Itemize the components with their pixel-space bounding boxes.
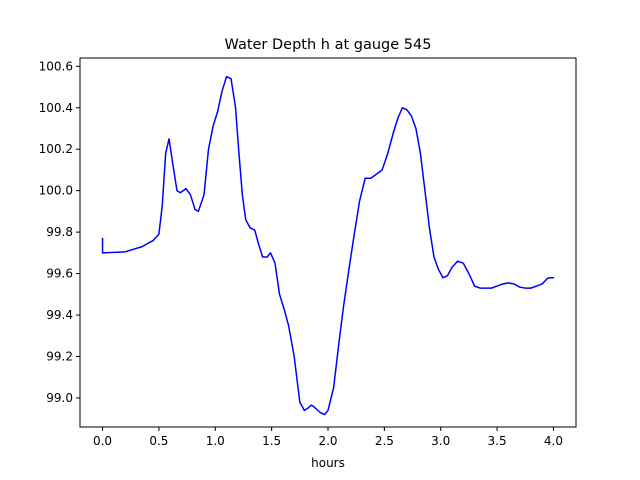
series-line [101,75,555,416]
y-tick-label: 100.2 [39,142,73,156]
x-tick-label: 3.5 [488,434,507,448]
y-tick-label: 99.0 [46,391,73,405]
y-tick-label: 99.8 [46,225,73,239]
y-tick-label: 99.6 [46,267,73,281]
x-tick-label: 0.0 [93,434,112,448]
x-tick-label: 2.5 [375,434,394,448]
x-tick-label: 3.0 [431,434,450,448]
y-tick-label: 100.0 [39,184,73,198]
y-axis: 99.0 99.2 99.4 99.6 99.8 100.0 100.2 100.4 100.6 [39,59,80,405]
x-tick-label: 1.0 [206,434,225,448]
x-tick-label: 2.0 [318,434,337,448]
x-tick-label: 0.5 [149,434,168,448]
x-axis-label: hours [311,456,345,470]
chart-title: Water Depth h at gauge 545 [225,37,432,53]
y-tick-label: 100.6 [39,59,73,73]
x-tick-label: 4.0 [544,434,563,448]
x-tick-label: 1.5 [262,434,281,448]
plot-area [101,75,555,416]
y-tick-label: 100.4 [39,101,73,115]
y-tick-label: 99.4 [46,308,73,322]
y-tick-label: 99.2 [46,350,73,364]
x-axis: 0.0 0.5 1.0 1.5 2.0 2.5 3.0 3.5 4.0 [93,427,563,448]
